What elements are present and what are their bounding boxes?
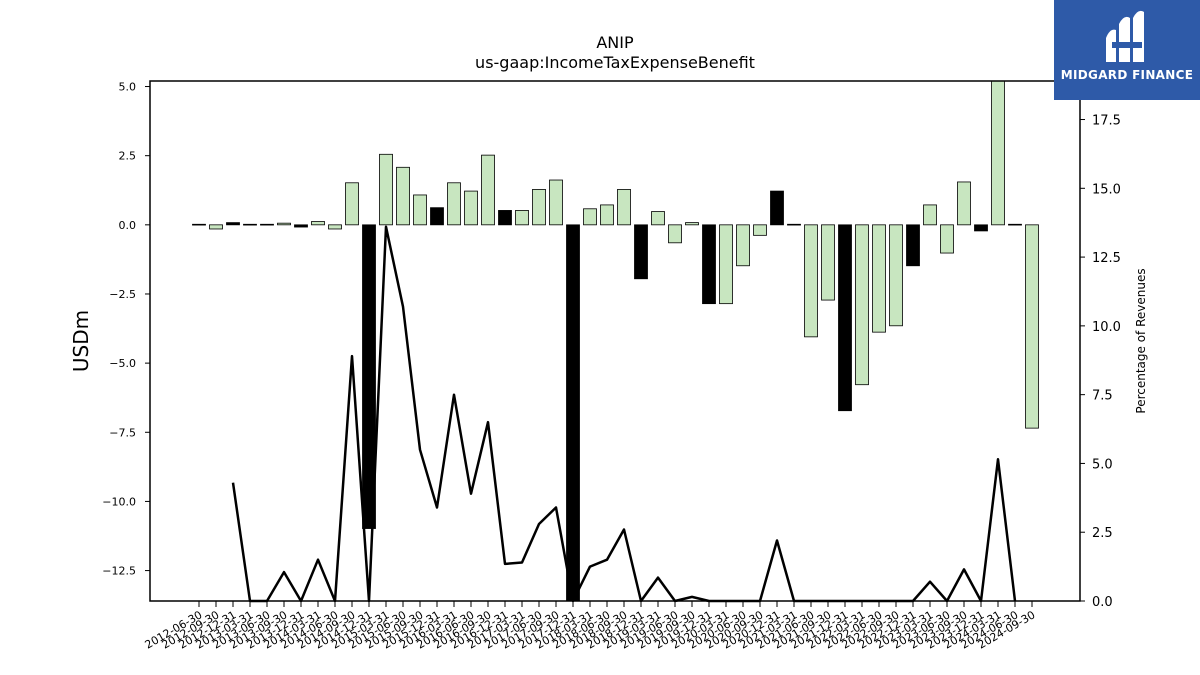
y-axis-label: USDm (69, 310, 93, 372)
y-tick-label: −5.0 (109, 357, 136, 370)
y-tick-label: 2.5 (119, 150, 137, 163)
bar-1 (209, 224, 223, 230)
bar-23 (583, 208, 597, 226)
chart-title: ANIP (596, 33, 634, 52)
bar-7 (311, 221, 325, 226)
y-tick-label: −12.5 (102, 565, 136, 578)
bar-27 (651, 211, 665, 226)
bar-31 (719, 224, 733, 305)
bar-40 (872, 224, 886, 333)
bar-33 (753, 224, 767, 236)
bar-30 (702, 224, 716, 305)
x-axis-ticks: 2012-06-302012-09-302012-12-312013-03-31… (143, 601, 1038, 652)
bar-35 (787, 223, 801, 226)
bar-39 (855, 224, 869, 386)
bar-3 (243, 223, 257, 226)
y2-tick-label: 10.0 (1092, 320, 1121, 335)
y2-tick-label: 15.0 (1092, 182, 1121, 197)
y2-tick-label: 7.5 (1092, 389, 1113, 404)
bar-43 (923, 204, 937, 226)
bar-18 (498, 210, 512, 226)
bar-26 (634, 224, 648, 280)
y2-tick-label: 0.0 (1092, 595, 1113, 610)
bar-14 (430, 207, 444, 226)
y2-axis-label: Percentage of Revenues (1134, 268, 1148, 413)
brand-logo: MIDGARD FINANCE (1054, 0, 1200, 100)
bar-group (192, 80, 1039, 602)
bar-25 (617, 189, 631, 226)
bar-32 (736, 224, 750, 267)
bar-36 (804, 224, 818, 338)
y-tick-label: −10.0 (102, 495, 136, 508)
bar-48 (1008, 223, 1022, 226)
bar-12 (396, 166, 410, 226)
bar-8 (328, 224, 342, 230)
midgard-logo-icon (1106, 10, 1144, 62)
bar-0 (192, 223, 206, 226)
bar-44 (940, 224, 954, 254)
bar-41 (889, 224, 903, 327)
bar-5 (277, 222, 291, 226)
bar-42 (906, 224, 920, 267)
bar-20 (532, 189, 546, 226)
bar-45 (957, 181, 971, 226)
chart-subtitle: us-gaap:IncomeTaxExpenseBenefit (475, 53, 755, 72)
bar-2 (226, 222, 240, 226)
y2-tick-label: 5.0 (1092, 457, 1113, 472)
bar-19 (515, 210, 529, 226)
y-tick-label: 0.0 (119, 219, 137, 232)
bar-6 (294, 224, 308, 228)
bar-28 (668, 224, 682, 244)
plot-frame (149, 80, 1081, 602)
logo-text: MIDGARD FINANCE (1060, 68, 1194, 82)
bar-22 (566, 224, 580, 602)
bar-16 (464, 190, 478, 226)
bar-4 (260, 223, 274, 226)
bar-34 (770, 190, 784, 226)
y2-tick-label: 12.5 (1092, 251, 1121, 266)
bar-10 (362, 224, 376, 529)
y2-tick-label: 17.5 (1092, 114, 1121, 129)
y-tick-label: 5.0 (119, 81, 137, 94)
bar-46 (974, 224, 988, 232)
bar-15 (447, 182, 461, 226)
bar-11 (379, 153, 393, 226)
bar-38 (838, 224, 852, 412)
y-tick-label: −7.5 (109, 426, 136, 439)
y2-tick-label: 2.5 (1092, 526, 1113, 541)
bar-29 (685, 222, 699, 226)
bar-21 (549, 179, 563, 226)
bar-47 (991, 80, 1005, 226)
y-tick-label: −2.5 (109, 288, 136, 301)
bar-13 (413, 194, 427, 226)
y2-axis-ticks: 0.0 2.5 5.0 7.5 10.0 12.5 15.0 17.5 (1080, 114, 1121, 610)
y-axis-ticks: 5.0 2.5 0.0 −2.5 −5.0 −7.5 −10.0 −12.5 (102, 81, 150, 578)
bar-49 (1025, 224, 1039, 429)
bar-9 (345, 182, 359, 226)
bar-24 (600, 204, 614, 226)
bar-17 (481, 154, 495, 226)
bar-37 (821, 224, 835, 301)
